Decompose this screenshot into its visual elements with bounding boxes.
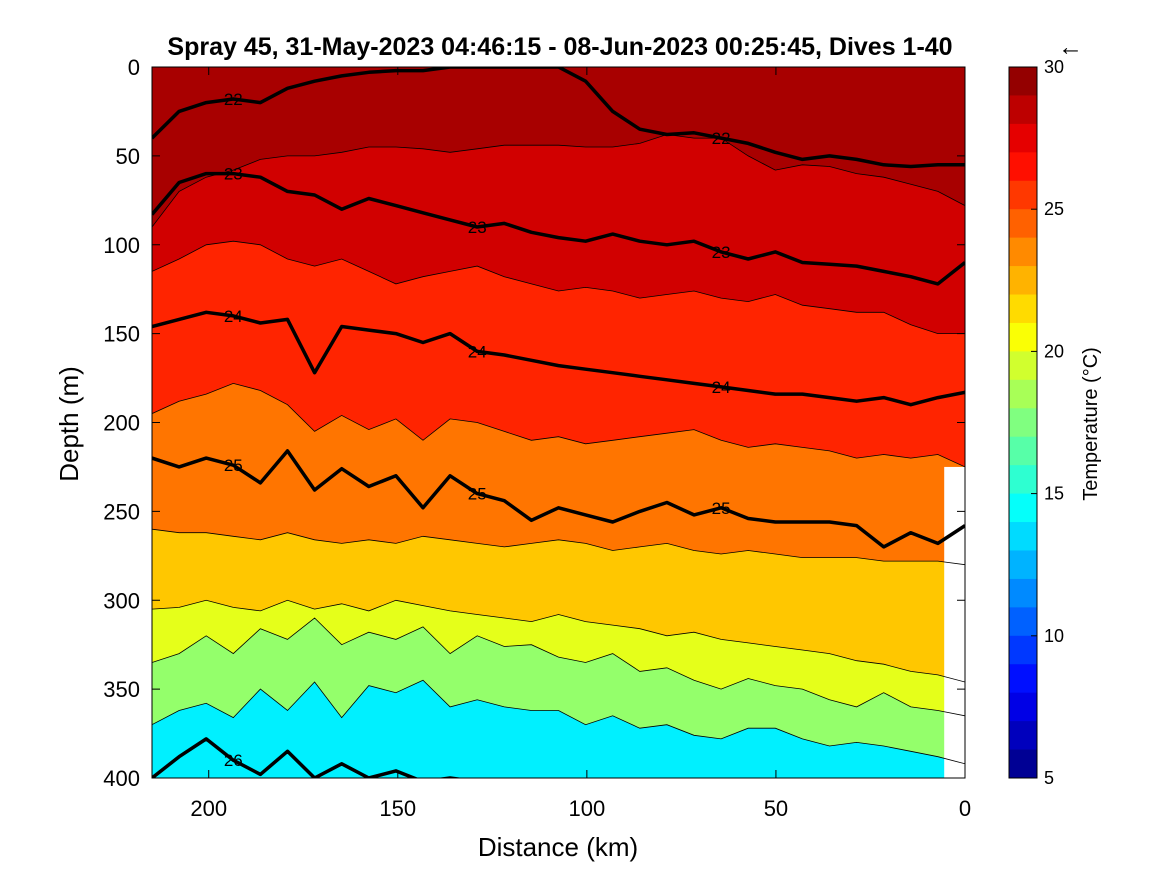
contour-label: 23	[224, 165, 243, 184]
temperature-band	[152, 67, 965, 227]
colorbar-segment	[1009, 721, 1037, 751]
colorbar-tick-label: 20	[1044, 341, 1064, 361]
y-axis-label: Depth (m)	[54, 366, 84, 482]
contour-label: 23	[468, 218, 487, 237]
colorbar-frame	[1008, 66, 1038, 779]
thin-isotherm-line	[152, 382, 965, 468]
thin-isotherm-line	[152, 679, 965, 765]
y-tick-label: 400	[103, 766, 140, 791]
labeled-contour-line	[152, 67, 965, 169]
colorbar-segment	[1009, 67, 1037, 96]
y-tick-label: 200	[103, 411, 140, 436]
contour-label: 23	[712, 243, 731, 262]
thin-isotherm-line	[152, 528, 965, 566]
temperature-band	[152, 529, 965, 682]
colorbar-segment	[1009, 379, 1037, 409]
colorbar-segment	[1009, 607, 1037, 637]
colorbar-tick-label: 30	[1044, 57, 1064, 77]
contour-labels: 22 22 23 23 23 24 24 24 25 25 25 26	[224, 90, 731, 770]
y-tick-label: 50	[116, 144, 140, 169]
colorbar-segment	[1009, 465, 1037, 495]
temperature-band	[152, 600, 965, 716]
no-data-region	[944, 466, 965, 778]
colorbar-tick-label: 25	[1044, 199, 1064, 219]
colorbar-tick-labels: 5 10 15 20 25 30	[1044, 57, 1064, 788]
contour-label: 24	[224, 307, 243, 326]
contour-label: 22	[712, 129, 731, 148]
colorbar-segment	[1009, 749, 1037, 779]
labeled-contour-line	[152, 737, 464, 778]
y-tick-label: 150	[103, 322, 140, 347]
contour-label: 22	[224, 90, 243, 109]
thin-isotherm-line	[152, 134, 965, 228]
contour-label: 26	[224, 751, 243, 770]
colorbar-segment	[1009, 550, 1037, 580]
temperature-bands	[152, 67, 965, 778]
y-tick-label: 350	[103, 677, 140, 702]
labeled-contour-line	[152, 171, 965, 286]
contour-label: 24	[468, 342, 487, 361]
thin-isotherm-line	[152, 599, 965, 683]
colorbar-segment	[1009, 578, 1037, 608]
colorbar-segment	[1009, 209, 1037, 239]
temperature-band	[152, 241, 965, 467]
colorbar-segment	[1009, 493, 1037, 523]
temperature-band	[152, 134, 965, 334]
colorbar-tick-label: 5	[1044, 768, 1054, 788]
colorbar-segment	[1009, 635, 1037, 665]
chart-title: Spray 45, 31-May-2023 04:46:15 - 08-Jun-…	[167, 33, 952, 61]
thin-isotherm-line	[152, 240, 965, 334]
colorbar-label: Temperature (°C)	[1080, 347, 1102, 501]
y-tick-label: 250	[103, 499, 140, 524]
x-tick-label: 150	[379, 796, 416, 821]
colorbar-segment	[1009, 692, 1037, 722]
colorbar-segment	[1009, 294, 1037, 324]
colorbar-segment	[1009, 322, 1037, 352]
contour-label: 25	[468, 485, 487, 504]
temperature-band	[152, 618, 965, 764]
colorbar-segment	[1009, 351, 1037, 381]
colorbar	[1008, 66, 1038, 779]
contour-label: 25	[712, 499, 731, 518]
colorbar-segment	[1009, 152, 1037, 182]
colorbar-segment	[1009, 123, 1037, 153]
labeled-contour-line	[152, 310, 965, 407]
y-tick-label: 100	[103, 233, 140, 258]
colorbar-segment	[1009, 664, 1037, 694]
colorbar-tick-label: 15	[1044, 484, 1064, 504]
colorbar-segment	[1009, 180, 1037, 210]
colorbar-segment	[1009, 95, 1037, 125]
x-axis-label: Distance (km)	[478, 832, 638, 862]
thin-isotherm-line	[152, 617, 965, 717]
y-tick-labels: 0 50 100 150 200 250 300 350 400	[103, 55, 140, 791]
x-tick-label: 0	[959, 796, 971, 821]
y-tick-label: 0	[128, 55, 140, 80]
x-tick-label: 100	[569, 796, 606, 821]
contour-label: 25	[224, 456, 243, 475]
x-tick-label: 50	[764, 796, 788, 821]
temperature-band	[152, 680, 965, 778]
colorbar-segment	[1009, 408, 1037, 438]
x-tick-label: 200	[190, 796, 227, 821]
contour-label: 24	[712, 378, 731, 397]
contour-lines	[152, 67, 965, 778]
labeled-contour-line	[152, 449, 965, 549]
colorbar-segment	[1009, 436, 1037, 466]
axis-ticks	[152, 66, 966, 779]
title-arrow-icon: ←	[1058, 33, 1083, 61]
y-tick-label: 300	[103, 588, 140, 613]
x-tick-labels: 200 150 100 50 0	[190, 796, 971, 821]
colorbar-tick-label: 10	[1044, 626, 1064, 646]
colorbar-segment	[1009, 522, 1037, 551]
colorbar-segment	[1009, 237, 1037, 267]
colorbar-segment	[1009, 266, 1037, 296]
